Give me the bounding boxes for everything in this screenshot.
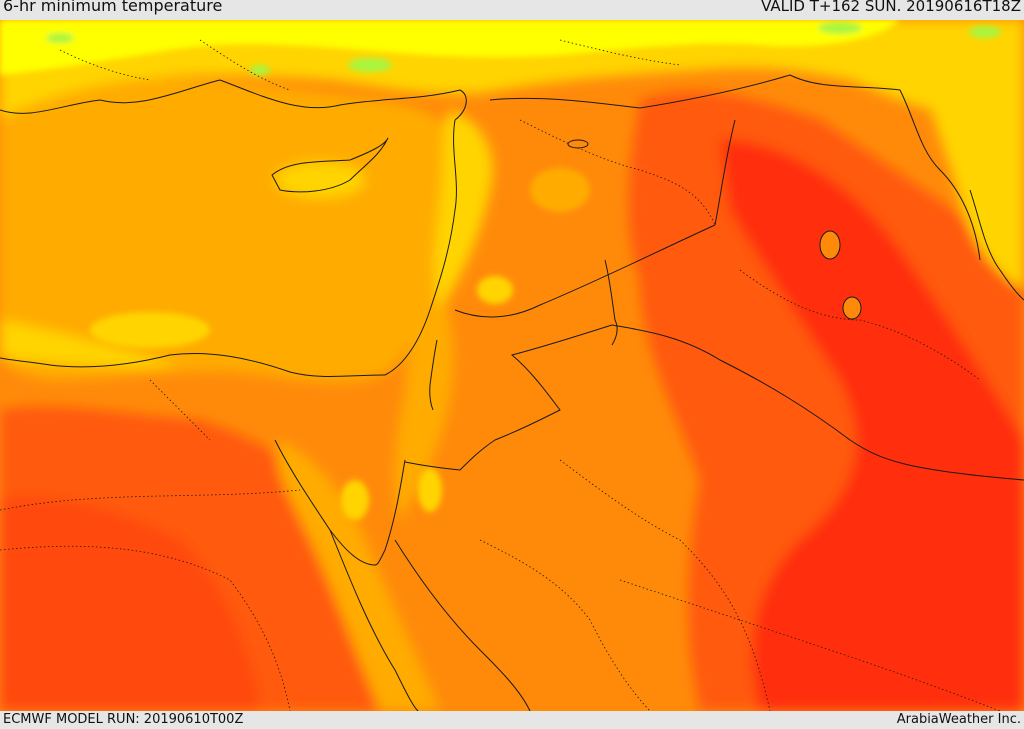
coast-gulf-suez [274,439,376,566]
zone-patch-3 [418,468,442,512]
lake-assad [567,139,589,149]
zone-red-sea [276,440,440,711]
zone-patch-2 [341,480,369,520]
coast-dead-sea [429,339,438,411]
zone-green-1 [348,58,392,72]
border-syria-turkey [489,74,791,109]
zone-iraq-core [720,140,1024,711]
temperature-map [0,20,1024,711]
zone-patch-4 [530,168,590,212]
lake-milh [842,296,862,320]
lakes [567,139,862,320]
coast-gulf-aqaba [374,459,406,566]
provincial-lines [0,39,1001,711]
border-iraq-saudi [611,324,1024,481]
border-jordan-saudi-south [404,324,613,471]
zone-patch-5 [90,312,210,348]
coastlines [0,79,1024,711]
zone-cyprus [275,162,365,198]
zone-egypt-coast [0,320,180,368]
zone-green-5 [46,33,74,43]
coast-cyprus [271,137,389,193]
coast-gulf [969,189,1024,301]
border-syria-iraq [714,119,736,226]
zone-egypt-core [0,497,260,711]
map-footer: ECMWF MODEL RUN: 20190610T00Z ArabiaWeat… [0,711,1024,729]
zone-patch-1 [477,276,513,304]
border-jordan-saudi [604,259,618,346]
border-iraq-iran [789,74,981,261]
model-run-label: ECMWF MODEL RUN: 20190610T00Z [3,712,244,727]
coast-turkey [0,79,467,121]
map-header: 6-hr minimum temperature VALID T+162 SUN… [0,0,1024,20]
border-iraq-jordan [454,224,716,318]
map-title: 6-hr minimum temperature [3,0,223,15]
zone-green-3 [818,22,862,34]
zone-iran-cool [920,50,1024,290]
zone-turkey-cold [0,20,900,75]
zone-green-4 [969,26,1001,38]
valid-time-label: VALID T+162 SUN. 20190616T18Z [761,0,1021,15]
zone-levant-band [394,270,454,520]
zone-mediterranean [0,76,462,383]
coast-red-sea-west [329,529,419,711]
coast-levant [384,119,457,376]
coast-red-sea-east [394,539,531,711]
credit-label: ArabiaWeather Inc. [896,712,1021,727]
zone-green-2 [250,65,270,75]
zone-levant-coast [434,110,493,310]
coast-egypt [0,353,386,378]
borders [404,74,1024,481]
lake-tharthar [819,230,841,260]
